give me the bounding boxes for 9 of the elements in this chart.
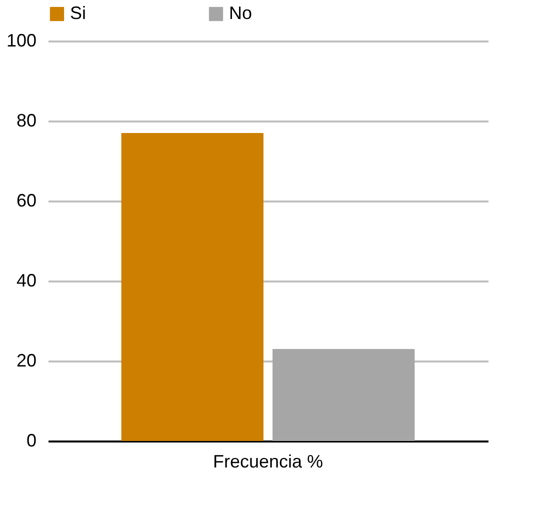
y-tick-label: 40 <box>16 270 36 290</box>
x-tick-label: Frecuencia % <box>212 452 324 472</box>
y-tick-label: 80 <box>16 110 36 130</box>
legend-label: Si <box>70 3 86 23</box>
legend-label: No <box>229 3 252 23</box>
y-tick-label: 60 <box>16 190 36 210</box>
y-tick-label: 100 <box>6 30 36 50</box>
y-tick-label: 20 <box>16 350 36 370</box>
y-tick-label: 0 <box>26 430 36 450</box>
